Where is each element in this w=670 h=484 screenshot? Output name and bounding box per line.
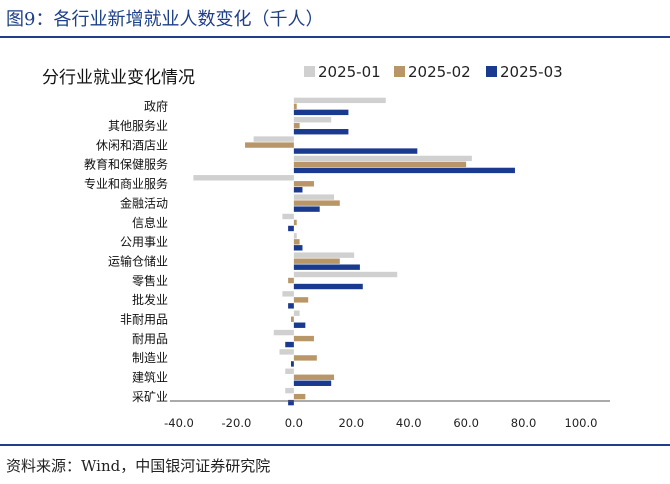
bar-2025-03 — [288, 303, 294, 309]
category-label: 专业和商业服务 — [84, 176, 168, 191]
bar-2025-03 — [285, 341, 294, 348]
bar-2025-03 — [293, 245, 303, 251]
legend-swatch — [486, 66, 497, 77]
bar-2025-01 — [293, 155, 472, 162]
bar-2025-02 — [293, 103, 297, 110]
bar-2025-02 — [245, 142, 294, 148]
bar-2025-03 — [293, 109, 349, 116]
bar-2025-03 — [293, 129, 349, 135]
bar-2025-01 — [282, 291, 294, 297]
bar-2025-01 — [293, 233, 297, 239]
x-tick-label: -40.0 — [164, 416, 194, 430]
legend-swatch — [304, 66, 315, 77]
x-tick-label: 60.0 — [453, 416, 479, 430]
bar-2025-03 — [288, 225, 294, 232]
category-label: 公用事业 — [120, 235, 168, 249]
bar-2025-01 — [193, 175, 294, 181]
bar-2025-02 — [293, 297, 309, 303]
bar-2025-02 — [293, 335, 314, 342]
bar-2025-01 — [293, 117, 332, 123]
bar-2025-01 — [293, 252, 355, 258]
bar-2025-03 — [293, 148, 418, 154]
bar-2025-02 — [293, 200, 340, 206]
legend-label: 2025-01 — [318, 63, 381, 81]
legend: 2025-01 2025-02 2025-03 — [304, 63, 563, 81]
category-label: 教育和保健服务 — [84, 157, 168, 172]
bar-2025-02 — [293, 355, 317, 361]
bar-2025-03 — [293, 206, 320, 212]
category-label: 政府 — [144, 99, 168, 114]
bar-2025-02 — [293, 258, 340, 264]
bar-2025-01 — [279, 349, 294, 355]
legend-label: 2025-02 — [408, 63, 471, 81]
bar-2025-02 — [288, 277, 294, 284]
bar-2025-02 — [293, 161, 467, 168]
bar-2025-03 — [293, 187, 303, 193]
legend-swatch — [394, 66, 405, 77]
x-tick-label: 0.0 — [285, 416, 303, 430]
bar-2025-03 — [293, 283, 363, 290]
bar-2025-03 — [293, 322, 306, 328]
bar-2025-03 — [293, 264, 360, 270]
category-label: 零售业 — [132, 273, 168, 288]
x-tick-label: 20.0 — [338, 416, 364, 430]
category-label: 批发业 — [132, 292, 168, 307]
bar-chart: 分行业就业变化情况 2025-01 2025-02 2025-03 政府其他服务业休… — [42, 63, 610, 430]
category-label: 其他服务业 — [108, 118, 168, 133]
x-tick-label: 100.0 — [565, 416, 598, 430]
bar-2025-01 — [273, 329, 294, 336]
bar-2025-01 — [282, 213, 294, 220]
bottom-divider — [0, 444, 670, 446]
category-label: 建筑业 — [132, 370, 168, 385]
bar-2025-03 — [293, 380, 332, 386]
bar-2025-02 — [293, 239, 300, 245]
bar-2025-01 — [285, 368, 294, 374]
bar-2025-02 — [293, 393, 306, 400]
category-label: 休闲和酒店业 — [96, 138, 168, 152]
bar-2025-01 — [253, 136, 294, 142]
bar-2025-03 — [290, 361, 294, 367]
x-axis: -40.0 -20.0 0.0 20.0 40.0 60.0 80.0 100.0 — [164, 400, 610, 430]
bar-2025-02 — [290, 316, 294, 322]
bar-2025-02 — [293, 181, 314, 187]
bar-2025-03 — [293, 167, 515, 174]
source-note: 资料来源：Wind，中国银河证券研究院 — [6, 457, 271, 475]
bar-2025-01 — [285, 387, 294, 394]
category-label: 信息业 — [132, 215, 168, 230]
x-tick-label: -20.0 — [222, 416, 252, 430]
category-label: 制造业 — [132, 351, 168, 365]
bar-2025-02 — [293, 219, 297, 226]
bar-2025-01 — [293, 271, 398, 278]
bar-2025-01 — [293, 194, 335, 200]
top-divider — [0, 36, 670, 38]
bar-2025-03 — [288, 399, 294, 406]
x-tick-label: 80.0 — [511, 416, 537, 430]
bar-2025-02 — [293, 123, 300, 129]
x-tick-label: 40.0 — [396, 416, 422, 430]
category-label: 采矿业 — [132, 390, 168, 404]
category-label: 金融活动 — [120, 195, 168, 210]
legend-label: 2025-03 — [500, 63, 563, 81]
bar-2025-02 — [293, 374, 335, 380]
bars-group — [193, 97, 515, 406]
chart-title: 分行业就业变化情况 — [42, 68, 195, 88]
category-label: 运输仓储业 — [108, 253, 168, 268]
category-label: 非耐用品 — [120, 313, 168, 327]
bar-2025-01 — [293, 97, 386, 104]
figure-title: 图9：各行业新增就业人数变化（千人） — [6, 9, 324, 30]
bar-2025-01 — [293, 310, 300, 316]
category-label: 耐用品 — [132, 332, 168, 346]
category-labels: 政府其他服务业休闲和酒店业教育和保健服务专业和商业服务金融活动信息业公用事业运输… — [84, 99, 168, 404]
